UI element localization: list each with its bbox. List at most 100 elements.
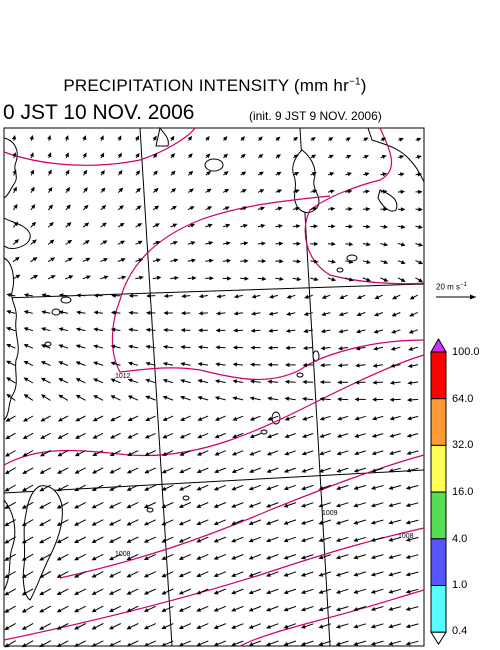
wind-arrow-head [196, 590, 202, 595]
wind-arrow-head [118, 187, 124, 193]
map-frame [3, 127, 425, 647]
wind-arrow-head [400, 207, 406, 212]
wind-arrow-head [208, 258, 214, 263]
wind-arrow-head [109, 434, 115, 439]
wind-arrow-head [126, 556, 132, 560]
wind-arrow-head [389, 397, 394, 402]
wind-arrow-head [300, 624, 306, 629]
wind-arrow-head [388, 537, 393, 542]
wind-arrow-head [243, 241, 249, 246]
colorbar-label: 1.0 [452, 579, 468, 591]
wind-arrow-head [318, 503, 324, 508]
wind-arrow-head [100, 152, 105, 158]
wind-arrow-head [222, 136, 228, 141]
wind-arrow-head [266, 590, 271, 595]
wind-arrow-head [74, 469, 80, 474]
wind-arrow-head [313, 224, 319, 229]
wind-arrow-head [388, 520, 393, 525]
wind-arrow-head [214, 396, 220, 401]
wind-arrow-head [407, 397, 412, 402]
wind-arrow-head [381, 154, 387, 159]
wind-arrow-head [266, 642, 271, 646]
island [51, 308, 61, 316]
wind-arrow-head [232, 434, 237, 439]
island [296, 372, 304, 378]
wind-arrow-head [196, 451, 202, 456]
wind-arrow-head [155, 223, 160, 228]
wind-arrow-head [21, 608, 27, 613]
wind-arrow-head [337, 397, 342, 402]
wind-arrow-head [49, 239, 55, 244]
wind-arrow-head [64, 135, 69, 140]
wind-arrow-head [371, 468, 376, 473]
wind-arrow-head [300, 607, 306, 612]
wind-arrow-head [312, 189, 318, 194]
wind-arrow-head [336, 485, 341, 491]
wind-arrow-head [248, 624, 254, 629]
wind-arrow-head [215, 328, 220, 333]
island [182, 495, 190, 501]
wind-arrow-head [283, 468, 289, 473]
map-title: PRECIPITATION INTENSITY (mm hr−1) [63, 76, 367, 95]
wind-arrow-head [407, 380, 413, 385]
wind-arrow-head [319, 451, 324, 456]
wind-arrow-head [161, 469, 167, 474]
wind-arrow-head [196, 503, 202, 508]
wind-arrow-head [22, 452, 28, 457]
wind-arrow-head [388, 468, 394, 473]
wind-arrow-head [58, 293, 64, 298]
wind-arrow-head [405, 537, 411, 542]
wind-arrow-head [399, 154, 405, 160]
wind-arrow-head [21, 556, 27, 561]
wind-arrow-head [75, 344, 81, 349]
wind-arrow-head [40, 361, 46, 365]
wind-arrow-head [406, 433, 412, 438]
wind-arrow-head [337, 346, 343, 351]
wind-arrow-head [405, 485, 411, 490]
wind-arrow-head [110, 344, 116, 349]
wind-arrow-head [161, 573, 167, 578]
wind-arrow-head [47, 152, 52, 158]
wind-arrow-head [161, 642, 167, 647]
wind-arrow-head [213, 521, 219, 526]
wind-arrow-head [409, 312, 414, 317]
wind-arrow-head [310, 137, 316, 142]
wind-arrow-head [381, 137, 387, 142]
wind-arrow-head [284, 379, 290, 384]
wind-arrow-head [318, 520, 324, 525]
wind-arrow-head [214, 379, 220, 384]
wind-arrow-head [110, 378, 116, 383]
wind-arrow-head [117, 152, 122, 158]
wind-arrow-head [173, 258, 179, 263]
wind-arrow-head [40, 417, 46, 422]
wind-arrow-head [153, 170, 158, 176]
wind-arrow-head [370, 607, 376, 612]
wind-arrow-head [196, 607, 202, 612]
wind-arrow-head [284, 434, 290, 438]
wind-arrow-head [101, 187, 106, 193]
wind-arrow-head [284, 451, 290, 456]
wind-arrow-head [223, 153, 229, 159]
wind-arrow-head [198, 328, 203, 333]
wind-arrow-head [22, 487, 27, 492]
wind-arrow-head [126, 469, 132, 474]
wind-arrow-head [231, 624, 236, 629]
wind-arrow-head [92, 452, 98, 456]
wind-arrow-head [353, 589, 359, 594]
wind-arrow-head [143, 573, 149, 578]
wind-arrow-head [227, 276, 232, 281]
wind-arrow-head [196, 625, 202, 629]
wind-arrow-head [266, 468, 272, 473]
wind-arrow-head [108, 642, 114, 647]
wind-arrow-head [370, 589, 376, 594]
wind-arrow-head [267, 434, 272, 439]
wind-arrow-head [382, 172, 388, 177]
wind-arrow-head [318, 572, 324, 577]
wind-arrow-head [300, 641, 306, 646]
wind-arrow-head [284, 416, 290, 421]
wind-arrow-head [248, 486, 254, 491]
wind-arrow-head [180, 362, 185, 367]
wind-arrow-head [418, 224, 423, 229]
wind-arrow-head [75, 327, 81, 332]
wind-arrow-head [388, 451, 394, 456]
